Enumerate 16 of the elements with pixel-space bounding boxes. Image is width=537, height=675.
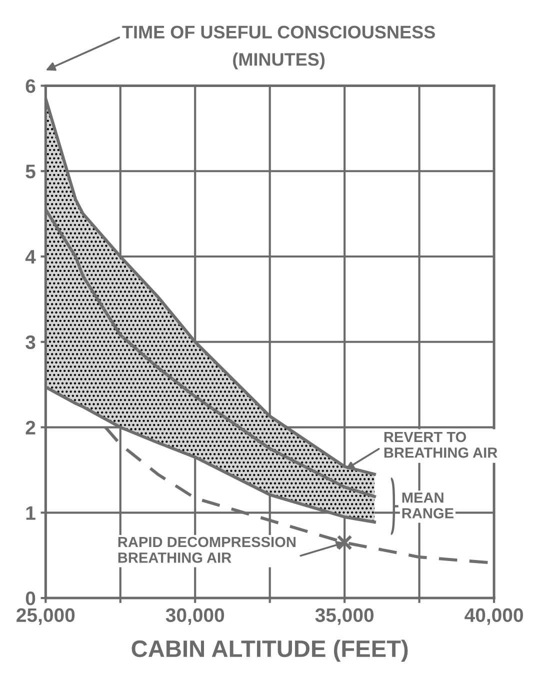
x-axis-title: CABIN ALTITUDE (FEET) — [132, 640, 408, 662]
x-tick-label: 25,000 — [16, 608, 75, 625]
annotation: MEAN RANGE — [402, 492, 454, 518]
y-tick-label: 2 — [26, 420, 36, 434]
x-tick-label: 30,000 — [166, 608, 224, 625]
y-tick-label: 5 — [26, 164, 36, 178]
y-tick-label: 1 — [26, 506, 36, 520]
x-tick-label: 35,000 — [315, 608, 374, 625]
x-tick-label: 40,000 — [464, 608, 523, 625]
annotation: REVERT TO BREATHING AIR — [384, 432, 498, 458]
y-tick-label: 0 — [26, 592, 36, 606]
y-tick-label: 6 — [26, 79, 36, 93]
y-tick-label: 4 — [25, 250, 36, 264]
annotation: RAPID DECOMPRESSION BREATHING AIR — [118, 536, 296, 563]
y-axis-title: TIME OF USEFUL CONSCIOUSNESS (MINUTES) — [122, 26, 435, 70]
y-tick-label: 3 — [26, 335, 36, 350]
